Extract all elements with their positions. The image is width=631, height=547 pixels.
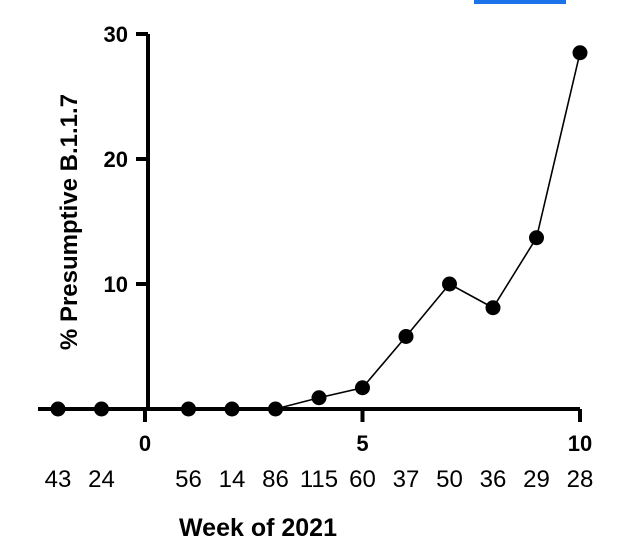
sample-count-label: 43 (45, 466, 72, 493)
series-line (58, 52, 581, 410)
sample-count-label: 36 (480, 466, 507, 493)
sample-count-label: 28 (567, 466, 594, 493)
data-point (485, 300, 501, 316)
sample-count-label: 60 (349, 466, 376, 493)
axes (38, 34, 580, 411)
data-point (224, 401, 240, 417)
x-tick-label: 0 (139, 431, 151, 456)
data-point (50, 401, 66, 417)
data-point (268, 401, 283, 417)
y-tick-label: 20 (104, 147, 128, 172)
y-tick-label: 30 (104, 22, 128, 47)
sample-count-label: 56 (175, 466, 202, 493)
sample-count-label: 24 (88, 466, 115, 493)
data-point (529, 230, 544, 246)
data-point (94, 401, 109, 417)
data-point (181, 401, 196, 417)
sample-count-label: 29 (523, 466, 550, 493)
corner-mark (474, 0, 566, 4)
sample-count-label: 50 (436, 466, 463, 493)
x-tick-label: 10 (568, 431, 592, 456)
sample-count-label: 14 (219, 466, 246, 493)
y-tick-label: 10 (104, 272, 128, 297)
sample-count-label: 37 (393, 466, 420, 493)
sample-count-label: 115 (300, 466, 338, 493)
data-point (572, 45, 588, 61)
x-axis-label: Week of 2021 (179, 514, 337, 542)
data-point (442, 276, 457, 292)
sample-count-labels: 43 24 56 14 86 115 60 37 50 36 29 28 (45, 466, 594, 493)
data-point (398, 329, 414, 344)
y-axis-label: % Presumptive B.1.1.7 (56, 94, 83, 350)
x-tick-label: 5 (356, 431, 368, 456)
data-point (311, 390, 327, 406)
sample-count-label: 86 (262, 466, 289, 493)
tick-labels: 10 20 30 0 5 10 (104, 22, 593, 456)
plot-area (50, 45, 588, 417)
tick-marks (136, 32, 582, 422)
data-point (355, 380, 370, 396)
